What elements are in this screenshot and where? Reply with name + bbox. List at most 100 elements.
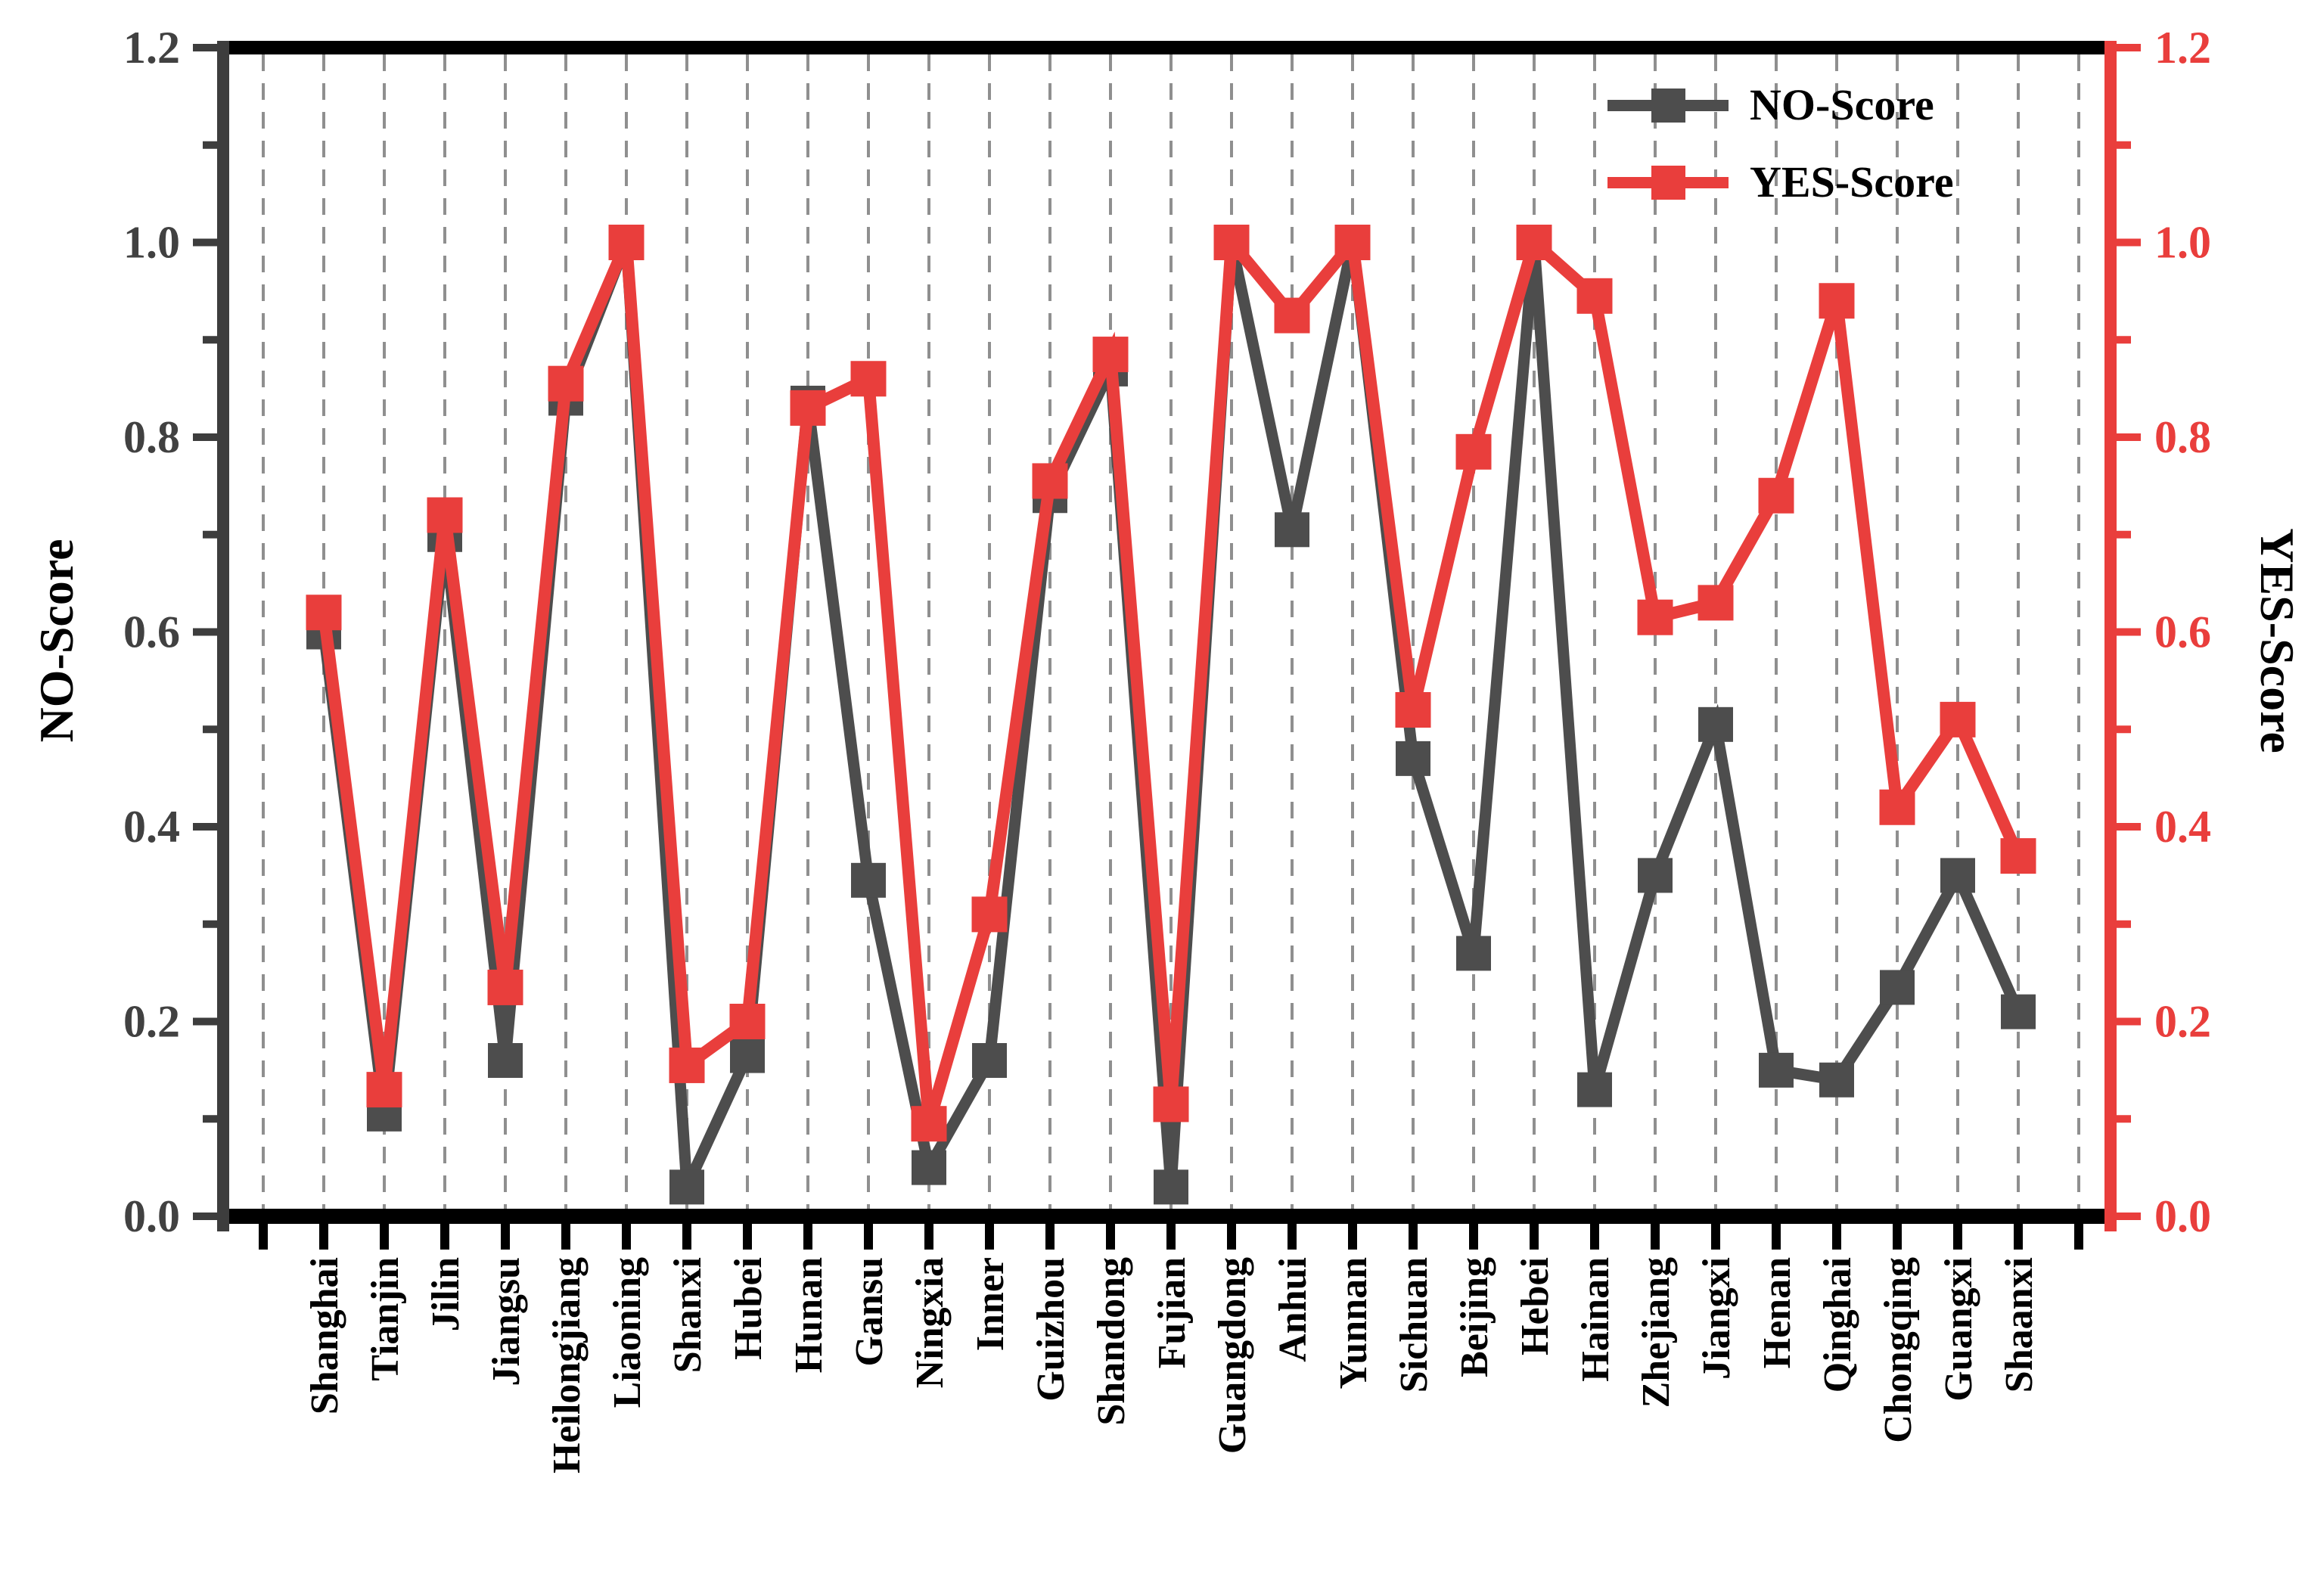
right-tick-label: 0.0 xyxy=(2154,1191,2211,1241)
x-tick xyxy=(1227,1224,1236,1250)
x-tick xyxy=(1772,1224,1781,1250)
right-y-tick xyxy=(2117,44,2141,51)
no-score-marker-Shanxi xyxy=(669,1169,704,1205)
left-tick-label: 0.6 xyxy=(123,607,180,657)
left-y-tick xyxy=(203,141,217,149)
left-tick-label: 0.8 xyxy=(123,412,180,462)
x-tick xyxy=(1106,1224,1115,1250)
no-score-marker-Hainan xyxy=(1577,1072,1612,1107)
x-tick xyxy=(1409,1224,1418,1250)
right-tick-label: 1.0 xyxy=(2154,218,2211,268)
left-tick-label: 1.0 xyxy=(123,218,180,268)
yes-score-marker-Heilongjiang xyxy=(548,365,584,402)
legend-item-no-score: NO-Score xyxy=(1607,67,1954,144)
x-label-Gansu: Gansu xyxy=(848,1257,891,1367)
x-label-Beijing: Beijing xyxy=(1453,1257,1496,1377)
x-tick xyxy=(1590,1224,1599,1250)
legend-label-no-score: NO-Score xyxy=(1750,80,1934,129)
no-score-marker-Fujian xyxy=(1154,1169,1188,1205)
left-y-tick xyxy=(193,433,217,441)
yes-score-marker-Shanghai xyxy=(306,595,342,631)
left-y-tick xyxy=(203,1115,217,1123)
left-y-tick xyxy=(203,530,217,539)
x-tick xyxy=(1711,1224,1720,1250)
no-score-marker-Jiangsu xyxy=(488,1043,523,1078)
x-tick xyxy=(2074,1224,2083,1250)
x-label-Inner: Inner xyxy=(969,1257,1012,1351)
right-y-tick xyxy=(2117,238,2141,247)
right-tick-label: 0.4 xyxy=(2154,802,2211,852)
x-tick xyxy=(1045,1224,1055,1250)
right-y-tick xyxy=(2117,433,2141,441)
x-label-Chongqing: Chongqing xyxy=(1877,1257,1920,1443)
x-tick xyxy=(1832,1224,1841,1250)
no-score-line-swatch xyxy=(1607,88,1729,123)
yes-score-marker-Shanxi xyxy=(669,1047,705,1083)
yes-score-marker-Guangxi xyxy=(1940,701,1976,737)
right-y-tick xyxy=(2117,920,2131,928)
x-tick xyxy=(1893,1224,1902,1250)
no-score-marker-Henan xyxy=(1759,1052,1794,1088)
x-label-Jiangxi: Jiangxi xyxy=(1695,1257,1738,1380)
right-y-tick xyxy=(2117,530,2131,539)
x-tick xyxy=(743,1224,752,1250)
x-category-labels: Shanghai Tianjin Jilin Jiangsu Heilongjiang L… xyxy=(303,1257,2041,1473)
x-label-Liaoning: Liaoning xyxy=(606,1257,649,1408)
left-y-tick xyxy=(193,1017,217,1026)
x-tick xyxy=(1530,1224,1539,1250)
yes-score-marker-Fujian xyxy=(1153,1086,1189,1122)
legend: NO-Score YES-Score xyxy=(1607,67,1954,221)
x-tick xyxy=(1166,1224,1176,1250)
yes-score-marker-Hubei xyxy=(729,1004,766,1039)
yes-score-marker-Shaanxi xyxy=(2000,838,2036,874)
yes-score-marker-Qinghai xyxy=(1819,283,1855,319)
no-score-marker-Shaanxi xyxy=(2001,994,2036,1029)
x-tick xyxy=(561,1224,570,1250)
x-label-Guangxi: Guangxi xyxy=(1937,1257,1980,1402)
left-tick-label: 0.4 xyxy=(123,802,180,852)
x-tick xyxy=(622,1224,631,1250)
yes-score-marker-Henan xyxy=(1758,477,1794,514)
x-label-Yunnan: Yunnan xyxy=(1332,1257,1375,1390)
right-tick-labels: 0.0 0.2 0.4 0.6 0.8 1.0 1.2 xyxy=(2154,23,2211,1241)
x-tick xyxy=(985,1224,994,1250)
x-label-Qinghai: Qinghai xyxy=(1816,1257,1859,1393)
yes-score-marker-Shandong xyxy=(1092,337,1129,373)
yes-score-marker-Tianjin xyxy=(366,1072,402,1108)
x-label-Hebei: Hebei xyxy=(1514,1257,1557,1355)
yes-score-marker-Guangdong xyxy=(1213,225,1250,260)
no-score-marker-Anhui xyxy=(1275,512,1309,548)
x-label-Tianjin: Tianjin xyxy=(364,1257,407,1381)
x-tick xyxy=(380,1224,389,1250)
left-y-tick xyxy=(203,920,217,928)
no-score-marker-Beijing xyxy=(1456,936,1491,971)
x-tick xyxy=(803,1224,812,1250)
axes-spines xyxy=(217,41,2117,1231)
left-y-tick xyxy=(203,336,217,344)
x-label-Jilin: Jilin xyxy=(424,1257,467,1331)
yes-score-marker-Anhui xyxy=(1274,297,1310,334)
x-tick xyxy=(924,1224,933,1250)
right-y-tick xyxy=(2117,1213,2141,1220)
right-y-tick xyxy=(2117,823,2141,831)
yes-score-marker-Hainan xyxy=(1576,278,1613,314)
no-score-marker-Guangxi xyxy=(1940,858,1975,893)
no-score-marker-Jiangxi xyxy=(1698,706,1733,742)
x-tick xyxy=(1288,1224,1297,1250)
yes-score-marker-Jiangsu xyxy=(487,969,523,1005)
yes-score-marker-Ningxia xyxy=(911,1106,947,1142)
no-score-marker-Zhejiang xyxy=(1638,858,1673,893)
x-label-Ningxia: Ningxia xyxy=(909,1257,952,1388)
legend-label-yes-score: YES-Score xyxy=(1750,157,1954,206)
x-label-Heilongjiang: Heilongjiang xyxy=(545,1257,589,1473)
yes-score-marker-Chongqing xyxy=(1879,789,1915,825)
right-tick-label: 0.8 xyxy=(2154,412,2211,462)
x-label-Shaanxi: Shaanxi xyxy=(1998,1257,2041,1393)
right-axis-title: YES-Score xyxy=(2250,528,2304,753)
left-tick-label: 0.2 xyxy=(123,997,180,1047)
no-score-marker-Inner xyxy=(972,1043,1007,1078)
left-axis-title: NO-Score xyxy=(30,539,83,743)
right-tick-label: 1.2 xyxy=(2154,23,2211,73)
